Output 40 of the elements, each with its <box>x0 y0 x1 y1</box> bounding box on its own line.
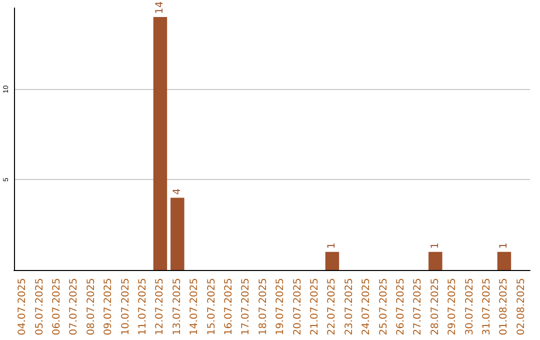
x-tick-label: 25.07.2025 <box>378 278 390 336</box>
x-tick-label: 01.08.2025 <box>498 278 510 336</box>
x-tick-label: 11.07.2025 <box>138 278 148 336</box>
x-tick-label: 30.07.2025 <box>464 278 476 336</box>
x-tick-label: 06.07.2025 <box>52 278 62 336</box>
x-tick-label: 22.07.2025 <box>326 278 338 336</box>
data-label: 1 <box>498 242 510 249</box>
bar <box>428 252 442 270</box>
x-tick-label: 09.07.2025 <box>103 278 114 336</box>
bar <box>497 252 512 270</box>
x-tick-label: 10.07.2025 <box>120 278 132 336</box>
x-tick-label: 26.07.2025 <box>396 278 406 336</box>
x-tick-label: 08.07.2025 <box>86 278 97 336</box>
x-tick-label: 18.07.2025 <box>258 278 269 336</box>
x-tick-label: 02.08.2025 <box>516 278 527 336</box>
x-tick-label: 23.07.2025 <box>344 278 355 336</box>
x-tick-label: 12.07.2025 <box>154 278 166 336</box>
bar <box>170 198 184 270</box>
x-tick-label: 31.07.2025 <box>482 278 492 336</box>
x-tick-label: 28.07.2025 <box>430 278 441 336</box>
x-tick-label: 16.07.2025 <box>224 278 234 336</box>
x-tick-label: 20.07.2025 <box>292 278 304 336</box>
data-label: 14 <box>154 1 166 14</box>
x-tick-label: 14.07.2025 <box>189 278 200 336</box>
bar <box>325 252 340 270</box>
x-tick-label: 15.07.2025 <box>206 278 218 336</box>
x-tick-label: 29.07.2025 <box>447 278 458 336</box>
x-tick-label: 19.07.2025 <box>275 278 286 336</box>
x-tick-label: 24.07.2025 <box>361 278 372 336</box>
bar <box>153 17 168 270</box>
x-tick-label: 27.07.2025 <box>412 278 424 336</box>
x-tick-label: 13.07.2025 <box>172 278 183 336</box>
x-tick-label: 21.07.2025 <box>310 278 320 336</box>
data-label: 4 <box>172 188 183 195</box>
data-label: 1 <box>430 242 441 249</box>
data-label: 1 <box>326 242 338 249</box>
x-tick-label: 17.07.2025 <box>240 278 252 336</box>
x-tick-label: 05.07.2025 <box>34 278 46 336</box>
x-tick-label: 07.07.2025 <box>68 278 80 336</box>
x-tick-label: 04.07.2025 <box>17 278 28 336</box>
